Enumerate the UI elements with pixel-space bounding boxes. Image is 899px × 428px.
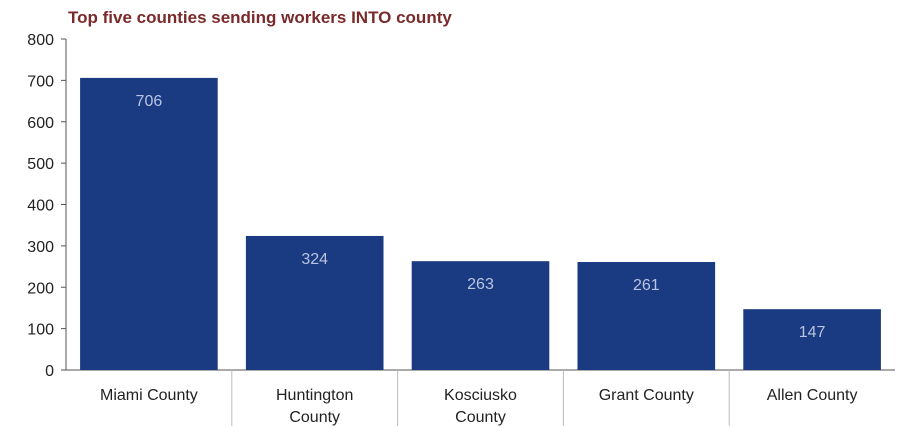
data-label: 706 xyxy=(136,93,163,110)
x-category-label: Miami County xyxy=(100,387,198,404)
y-tick-label: 400 xyxy=(27,198,54,215)
data-label: 261 xyxy=(633,277,660,294)
x-category-label: Allen County xyxy=(767,387,858,404)
y-tick-label: 100 xyxy=(27,322,54,339)
bar xyxy=(743,309,881,370)
chart-title: Top five counties sending workers INTO c… xyxy=(68,8,452,27)
x-category-label: Kosciusko County xyxy=(444,387,517,426)
y-tick-label: 300 xyxy=(27,239,54,256)
bar xyxy=(80,77,218,370)
data-label: 147 xyxy=(799,324,826,341)
y-tick-label: 500 xyxy=(27,156,54,173)
y-tick-label: 200 xyxy=(27,280,54,297)
y-tick-label: 800 xyxy=(27,32,54,49)
y-tick-label: 600 xyxy=(27,115,54,132)
x-category-label: Grant County xyxy=(599,387,694,404)
data-label: 324 xyxy=(301,251,328,268)
chart-bars xyxy=(80,77,881,370)
bar xyxy=(245,235,384,370)
chart-labels: 0 100 200 300 400 500 600 700 800 706 Miami County… xyxy=(27,32,857,426)
y-tick-label: 700 xyxy=(27,73,54,90)
y-tick-label: 0 xyxy=(45,363,54,380)
bar xyxy=(411,261,550,370)
x-category-label: Huntington County xyxy=(276,387,353,426)
data-label: 263 xyxy=(467,276,494,293)
bar xyxy=(577,262,716,370)
